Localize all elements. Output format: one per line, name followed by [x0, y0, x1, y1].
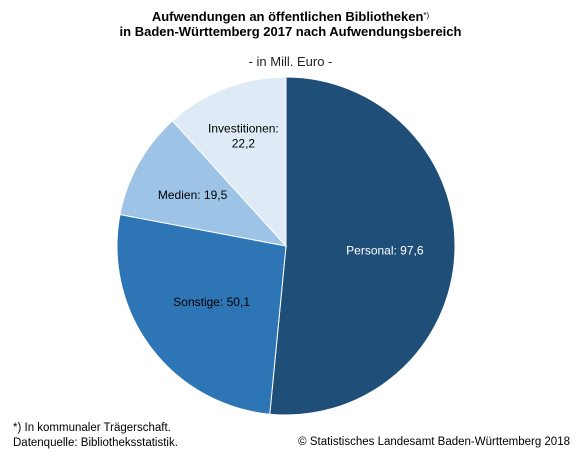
pie-slice-medien [119, 120, 288, 247]
title-footnote-marker: *) [423, 11, 430, 20]
title-line-1: Aufwendungen an öffentlichen Bibliotheke… [151, 9, 424, 24]
slice-label-medien: Medien: 19,5 [158, 188, 228, 202]
slice-label-personal: Personal: 97,6 [346, 243, 424, 257]
pie-slice-investitionen [171, 76, 287, 248]
title-line-2: in Baden-Württemberg 2017 nach Aufwendun… [119, 24, 462, 39]
pie-slice-personal [269, 76, 456, 416]
slice-label-investitionen: Investitionen: 22,2 [208, 122, 279, 151]
footnote: *) In kommunaler Trägerschaft. Datenquel… [13, 421, 178, 451]
pie-slice-sonstige [116, 213, 287, 415]
footnote-trägerschaft: *) In kommunaler Trägerschaft. [13, 422, 171, 434]
slice-label-sonstige: Sonstige: 50,1 [173, 295, 250, 309]
chart-subtitle: - in Mill. Euro - [248, 54, 333, 69]
footnote-datenquelle: Datenquelle: Bibliotheksstatistik. [13, 437, 178, 449]
source-credit: © Statistisches Landesamt Baden-Württemb… [298, 436, 570, 448]
chart-title: Aufwendungen an öffentlichen Bibliotheke… [0, 9, 581, 39]
